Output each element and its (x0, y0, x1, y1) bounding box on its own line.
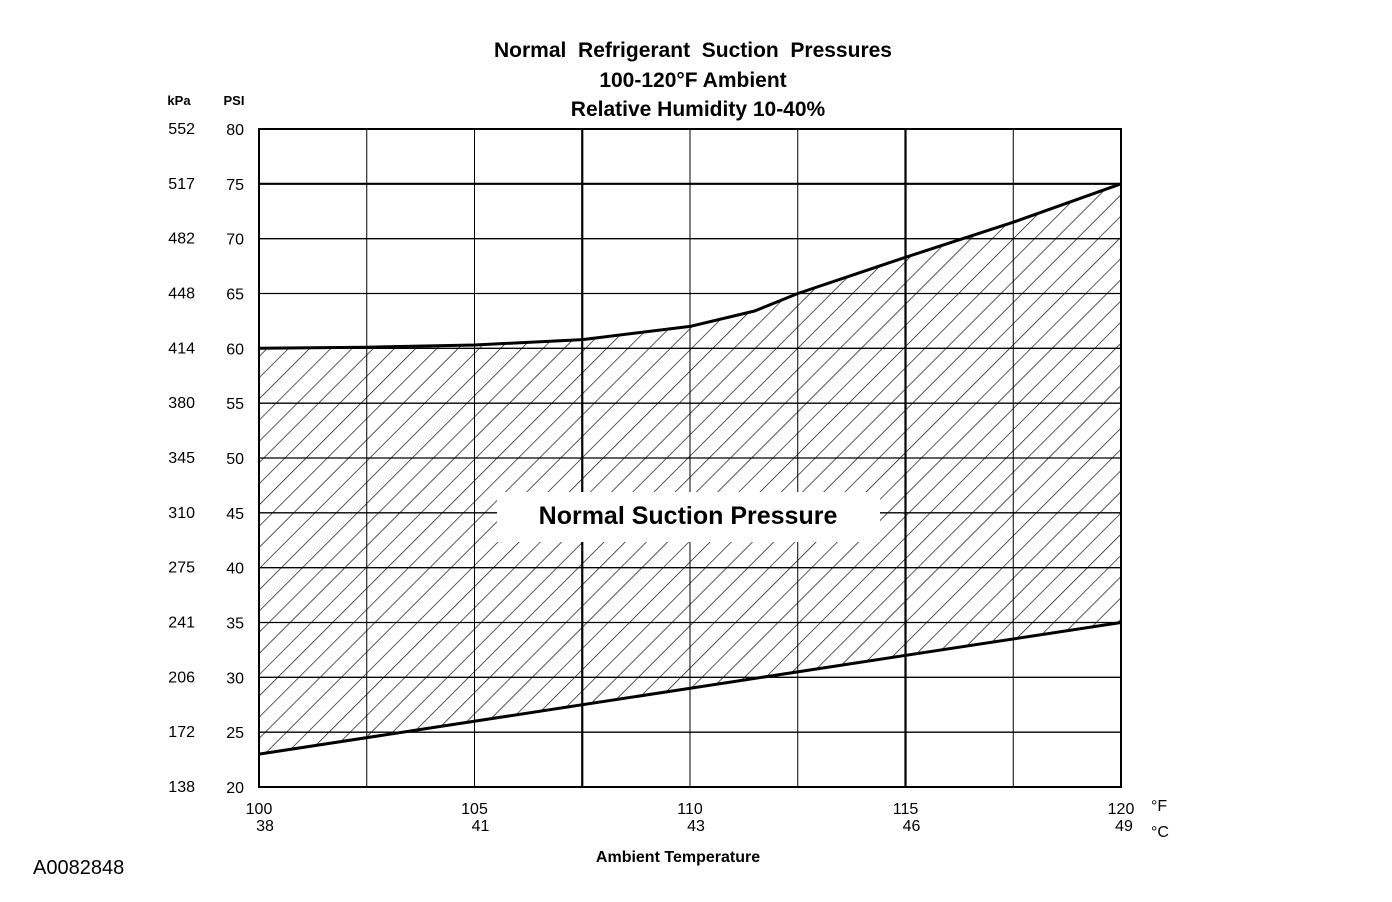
y-tick-kpa: 482 (168, 231, 195, 248)
x-tick-celsius: 43 (687, 818, 705, 835)
y-tick-kpa: 380 (168, 395, 195, 412)
chart-title-line-2: 100-120°F Ambient (599, 69, 786, 92)
x-axis-title: Ambient Temperature (596, 849, 760, 866)
y-tick-kpa: 275 (168, 560, 195, 577)
y-tick-kpa: 448 (168, 286, 195, 303)
y-tick-psi: 55 (226, 396, 244, 413)
y-axis-psi-ticks: 20 25 30 35 40 45 50 55 60 65 70 75 80 (226, 122, 244, 797)
y-tick-kpa: 172 (168, 724, 195, 741)
y-tick-psi: 40 (226, 561, 244, 578)
x-tick-fahrenheit: 105 (461, 801, 488, 818)
x-tick-celsius: 38 (256, 818, 274, 835)
y-tick-psi: 25 (226, 725, 244, 742)
x-tick-fahrenheit: 120 (1108, 801, 1135, 818)
psi-unit-label: PSI (224, 93, 245, 108)
celsius-unit-label: °C (1151, 824, 1169, 841)
upper-bound-line (258, 182, 1122, 350)
y-tick-kpa: 206 (168, 669, 195, 686)
fahrenheit-unit-label: °F (1151, 798, 1167, 815)
y-tick-psi: 60 (226, 341, 244, 358)
plot-frame (258, 128, 1122, 788)
y-tick-kpa: 414 (168, 340, 195, 357)
region-label-background (497, 492, 880, 542)
y-axis-kpa-ticks: 138 172 206 241 275 310 345 380 414 448 482 517 552 (168, 121, 195, 796)
x-tick-fahrenheit: 100 (246, 801, 273, 818)
x-axis-celsius-ticks: 38 41 43 46 49 (256, 818, 1133, 835)
y-tick-psi: 70 (226, 232, 244, 249)
y-tick-kpa: 552 (168, 121, 195, 138)
chart-title-line-3: Relative Humidity 10-40% (571, 98, 826, 121)
chart-title-line-1: Normal Refrigerant Suction Pressures (494, 39, 892, 62)
x-tick-fahrenheit: 115 (893, 801, 919, 818)
y-tick-psi: 65 (226, 287, 244, 304)
y-tick-psi: 30 (226, 670, 244, 687)
x-tick-celsius: 41 (472, 818, 490, 835)
figure-id: A0082848 (33, 857, 124, 879)
x-tick-celsius: 49 (1115, 818, 1133, 835)
region-label: Normal Suction Pressure (539, 502, 838, 530)
y-tick-kpa: 241 (168, 615, 195, 632)
y-tick-psi: 80 (226, 122, 244, 139)
lower-bound-line (258, 621, 1122, 756)
y-tick-kpa: 517 (168, 176, 195, 193)
y-tick-psi: 35 (226, 616, 244, 633)
x-axis-fahrenheit-ticks: 100 105 110 115 120 (246, 801, 1135, 818)
boundary-lines (258, 182, 1122, 756)
y-tick-kpa: 138 (168, 779, 195, 796)
x-tick-fahrenheit: 110 (677, 801, 703, 818)
y-tick-psi: 45 (226, 506, 244, 523)
y-tick-kpa: 345 (168, 450, 195, 467)
y-tick-kpa: 310 (168, 505, 195, 522)
y-tick-psi: 75 (226, 177, 244, 194)
x-tick-celsius: 46 (903, 818, 921, 835)
kpa-unit-label: kPa (167, 93, 191, 108)
y-tick-psi: 50 (226, 451, 244, 468)
y-tick-psi: 20 (226, 780, 244, 797)
